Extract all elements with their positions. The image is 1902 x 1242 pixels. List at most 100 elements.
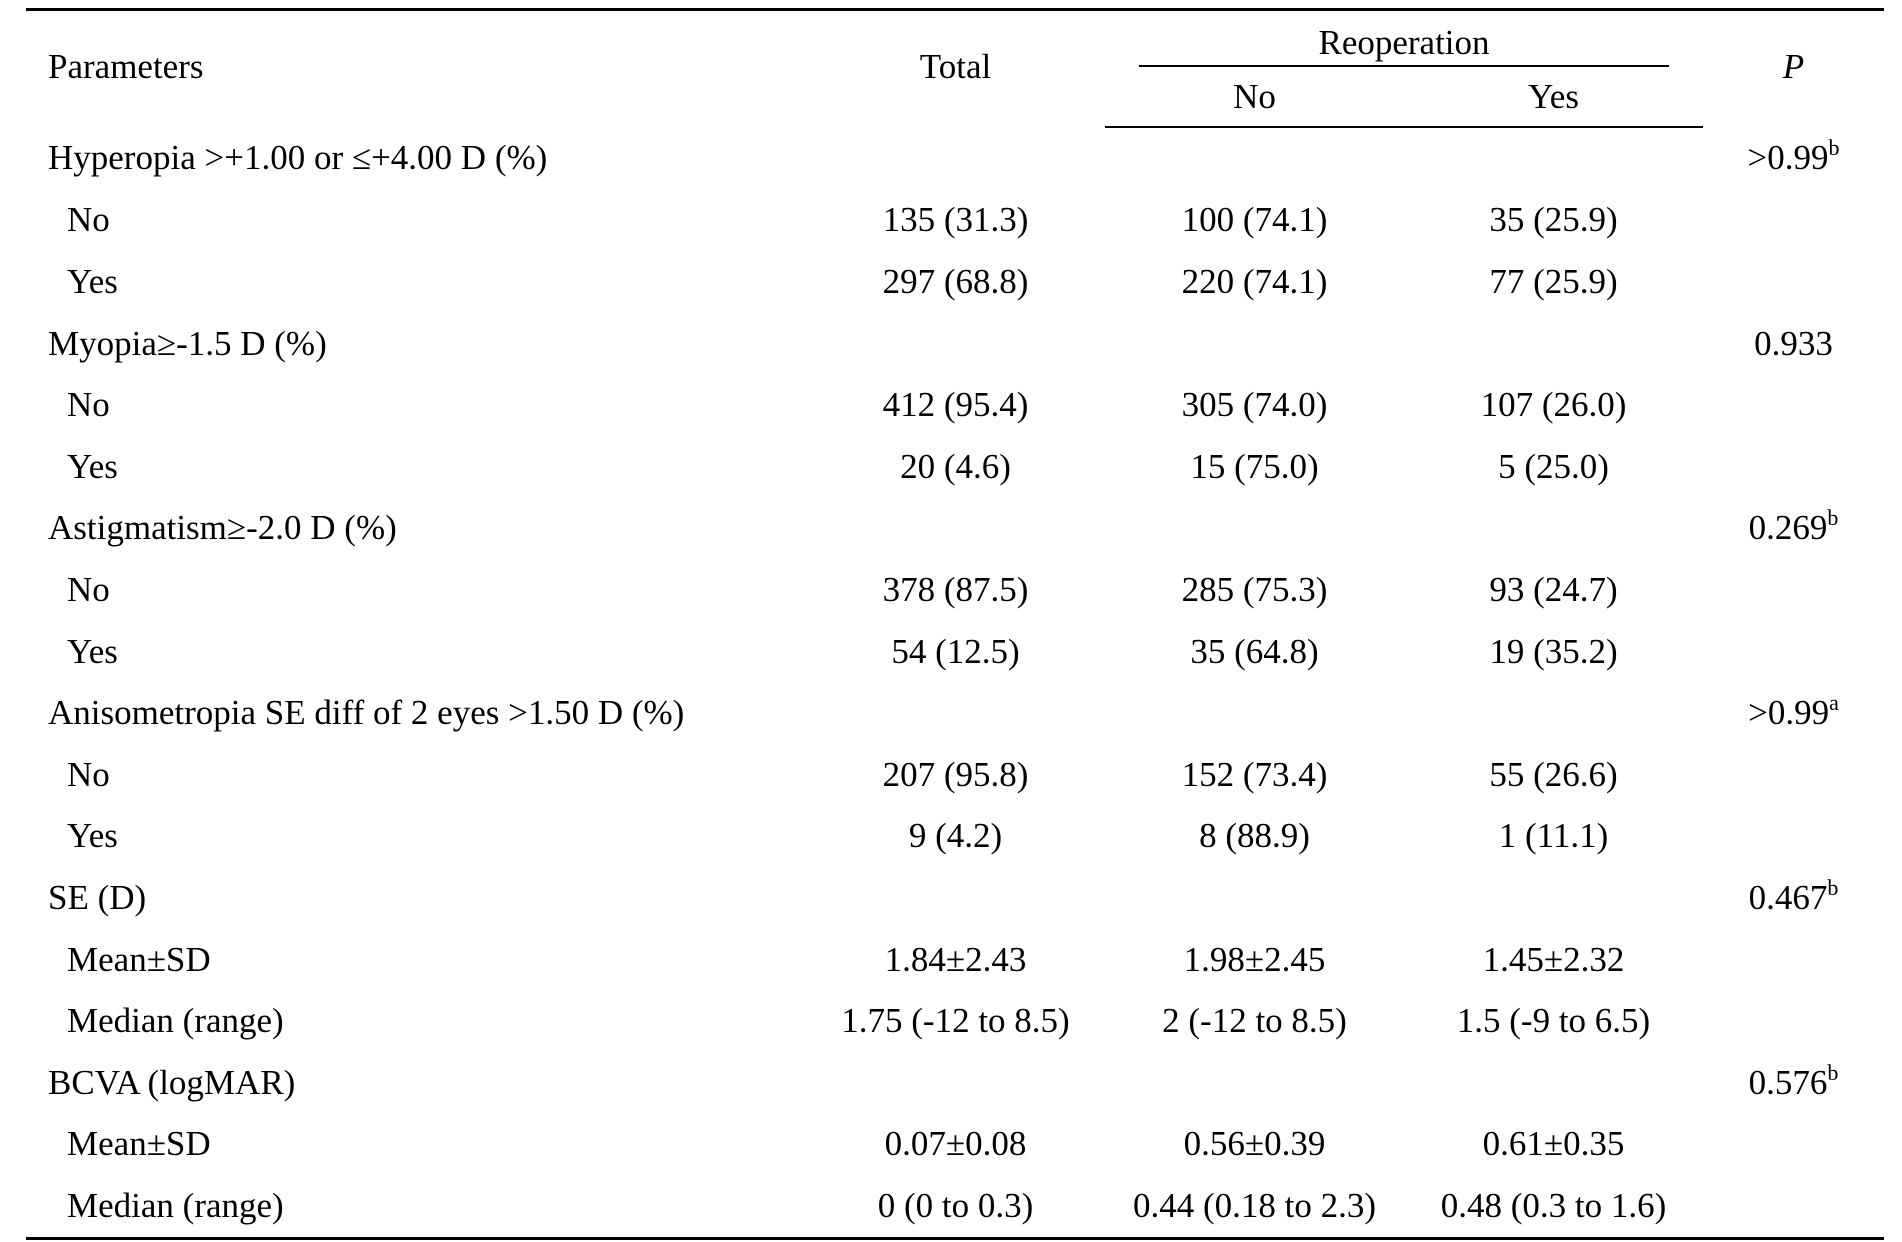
empty-cell (806, 682, 1105, 744)
no-cell: 35 (64.8) (1190, 631, 1319, 671)
table-row: Yes 54 (12.5) 35 (64.8) 19 (35.2) (26, 621, 1884, 683)
row-label: Yes (67, 816, 118, 856)
header-parameters: Parameters (26, 8, 806, 127)
yes-cell: 0.48 (0.3 to 1.6) (1404, 1175, 1703, 1240)
row-label: No (67, 385, 110, 425)
yes-cell: 1.45±2.32 (1482, 939, 1625, 979)
group-row: Hyperopia >+1.00 or ≤+4.00 D (%) >0.99b (26, 127, 1884, 190)
row-label: Yes (67, 446, 118, 486)
header-row-top: Parameters Total Reoperation P (26, 8, 1884, 127)
p-value: >0.99b (1703, 127, 1884, 190)
empty-cell (1703, 1114, 1884, 1176)
p-value-text: 0.576 (1748, 1062, 1828, 1102)
group-label: Anisometropia SE diff of 2 eyes >1.50 D … (48, 693, 685, 733)
table-row: No 207 (95.8) 152 (73.4) 55 (26.6) (26, 744, 1884, 806)
total-cell: 207 (95.8) (882, 754, 1029, 794)
yes-cell: 35 (25.9) (1489, 200, 1618, 240)
row-label: Yes (67, 631, 118, 671)
row-label: Yes (67, 261, 118, 301)
empty-cell (806, 1052, 1105, 1114)
yes-cell: 1 (11.1) (1498, 816, 1609, 856)
header-total: Total (806, 8, 1105, 127)
row-label: Median (range) (67, 1001, 284, 1041)
empty-cell (1404, 1052, 1703, 1114)
no-cell: 2 (-12 to 8.5) (1162, 1001, 1347, 1041)
header-no: No (1105, 67, 1404, 128)
table-header: Parameters Total Reoperation P No Yes (26, 8, 1884, 128)
group-row: SE (D) 0.467b (26, 867, 1884, 929)
no-cell: 15 (75.0) (1190, 446, 1319, 486)
yes-cell: 1.5 (-9 to 6.5) (1456, 1001, 1651, 1041)
table-body: Hyperopia >+1.00 or ≤+4.00 D (%) >0.99b No… (26, 127, 1884, 1240)
empty-cell (1105, 682, 1404, 744)
p-value: 0.467b (1703, 867, 1884, 929)
no-cell: 8 (88.9) (1199, 816, 1310, 856)
empty-cell (1703, 559, 1884, 621)
table-row: Median (range) 0 (0 to 0.3) 0.44 (0.18 to … (26, 1175, 1884, 1240)
no-cell: 0.44 (0.18 to 2.3) (1105, 1175, 1404, 1240)
total-cell: 0.07±0.08 (884, 1124, 1027, 1164)
yes-cell: 77 (25.9) (1489, 261, 1618, 301)
total-cell: 9 (4.2) (908, 816, 1003, 856)
p-value-text: >0.99 (1748, 693, 1830, 733)
table-row: Yes 20 (4.6) 15 (75.0) 5 (25.0) (26, 436, 1884, 498)
empty-cell (1404, 498, 1703, 560)
row-label: No (67, 200, 110, 240)
group-row: BCVA (logMAR) 0.576b (26, 1052, 1884, 1114)
row-label: Median (range) (26, 1175, 806, 1240)
table-row: Yes 9 (4.2) 8 (88.9) 1 (11.1) (26, 806, 1884, 868)
empty-cell (806, 498, 1105, 560)
header-yes: Yes (1404, 67, 1703, 128)
header-reoperation: Reoperation (1105, 8, 1703, 67)
p-value: 0.933 (1703, 313, 1884, 375)
no-cell: 100 (74.1) (1181, 200, 1328, 240)
empty-cell (1105, 867, 1404, 929)
p-value-footnote: b (1827, 874, 1839, 900)
no-cell: 0.56±0.39 (1183, 1124, 1326, 1164)
empty-cell (1703, 251, 1884, 313)
table-row: Median (range) 1.75 (-12 to 8.5) 2 (-12 to… (26, 990, 1884, 1052)
no-cell: 1.98±2.45 (1183, 939, 1326, 979)
table-row: No 135 (31.3) 100 (74.1) 35 (25.9) (26, 190, 1884, 252)
group-row: Astigmatism≥-2.0 D (%) 0.269b (26, 498, 1884, 560)
empty-cell (1703, 621, 1884, 683)
table-row: Yes 297 (68.8) 220 (74.1) 77 (25.9) (26, 251, 1884, 313)
reoperation-table: Parameters Total Reoperation P No Yes Hy… (26, 8, 1884, 1240)
no-cell: 152 (73.4) (1181, 754, 1328, 794)
no-cell: 220 (74.1) (1181, 261, 1328, 301)
empty-cell (1105, 127, 1404, 190)
group-row: Anisometropia SE diff of 2 eyes >1.50 D … (26, 682, 1884, 744)
no-cell: 305 (74.0) (1181, 385, 1328, 425)
empty-cell (1105, 498, 1404, 560)
empty-cell (1703, 1175, 1884, 1240)
empty-cell (1703, 436, 1884, 498)
header-p-label: P (1782, 47, 1805, 86)
empty-cell (1703, 990, 1884, 1052)
table-row: No 378 (87.5) 285 (75.3) 93 (24.7) (26, 559, 1884, 621)
total-cell: 135 (31.3) (882, 200, 1029, 240)
empty-cell (1703, 374, 1884, 436)
empty-cell (806, 127, 1105, 190)
yes-cell: 107 (26.0) (1480, 385, 1627, 425)
group-row: Myopia≥-1.5 D (%) 0.933 (26, 313, 1884, 375)
p-value: 0.269b (1703, 498, 1884, 560)
group-label: Myopia≥-1.5 D (%) (48, 323, 327, 363)
total-cell: 412 (95.4) (882, 385, 1029, 425)
empty-cell (1703, 744, 1884, 806)
total-cell: 297 (68.8) (882, 261, 1029, 301)
total-cell: 378 (87.5) (882, 569, 1029, 609)
group-label: BCVA (logMAR) (48, 1062, 296, 1102)
p-value: >0.99a (1703, 682, 1884, 744)
empty-cell (1404, 682, 1703, 744)
yes-cell: 5 (25.0) (1498, 446, 1609, 486)
p-value: 0.576b (1703, 1052, 1884, 1114)
reoperation-rule (1139, 65, 1669, 67)
empty-cell (1105, 1052, 1404, 1114)
p-value-text: >0.99 (1747, 138, 1829, 178)
empty-cell (1404, 313, 1703, 375)
yes-cell: 0.61±0.35 (1482, 1124, 1625, 1164)
yes-cell: 19 (35.2) (1489, 631, 1618, 671)
table-row: No 412 (95.4) 305 (74.0) 107 (26.0) (26, 374, 1884, 436)
total-cell: 54 (12.5) (891, 631, 1020, 671)
header-p: P (1703, 8, 1884, 127)
